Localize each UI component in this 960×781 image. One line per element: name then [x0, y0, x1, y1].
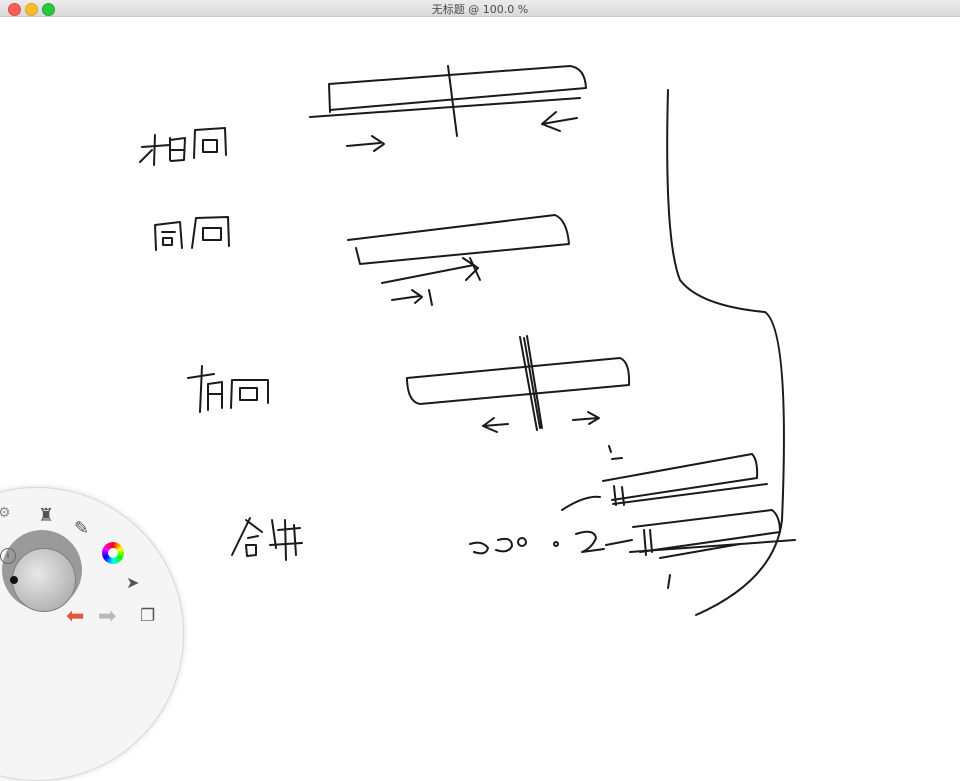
zoom-button[interactable] — [42, 3, 55, 16]
drawing-canvas[interactable] — [0, 17, 960, 635]
pen-icon[interactable]: ✎ — [74, 518, 90, 538]
layers-icon[interactable]: ❐ — [140, 606, 156, 625]
diagram-merge — [469, 445, 796, 589]
diagram-back — [406, 335, 631, 433]
window-titlebar: 无标题 @ 100.0 % — [0, 0, 960, 17]
label-sketch-3 — [187, 365, 269, 413]
undo-icon[interactable]: ⬅ — [66, 603, 85, 628]
close-button[interactable] — [8, 3, 21, 16]
brush-icon[interactable]: ♜ — [38, 505, 55, 525]
settings-icon[interactable]: ⚙ — [0, 504, 11, 520]
select-arrow-icon[interactable]: ➤ — [126, 575, 140, 592]
label-sketch-1 — [139, 127, 227, 166]
sweep-curve — [666, 89, 785, 616]
diagram-opposite — [309, 65, 587, 152]
diagram-same — [347, 214, 570, 306]
window-title: 无标题 @ 100.0 % — [431, 3, 529, 16]
brush-size-dot — [10, 576, 18, 584]
label-sketch-2 — [154, 216, 230, 251]
color-wheel-icon[interactable] — [102, 542, 124, 564]
label-sketch-4 — [231, 517, 303, 561]
info-icon[interactable]: i — [0, 548, 16, 564]
minimize-button[interactable] — [25, 3, 38, 16]
palette-dial-knob[interactable] — [12, 548, 76, 612]
redo-icon[interactable]: ➡ — [98, 603, 117, 628]
